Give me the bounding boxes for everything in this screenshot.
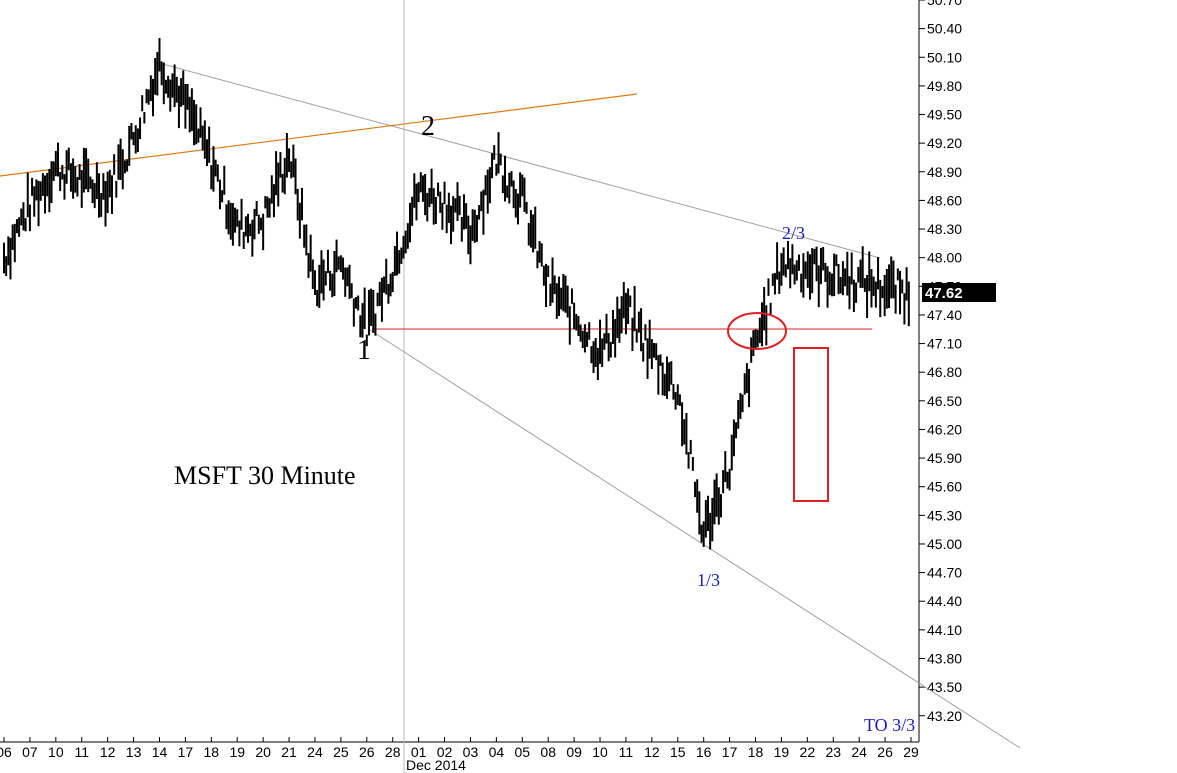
y-tick-label: 48.60 — [927, 192, 962, 208]
y-tick-label: 45.90 — [927, 450, 962, 466]
x-tick-label: 16 — [696, 744, 712, 760]
y-tick-label: 44.40 — [927, 593, 962, 609]
x-tick-label: 02 — [437, 744, 453, 760]
x-tick-label: 14 — [152, 744, 168, 760]
label-to-3-3: TO 3/3 — [864, 715, 915, 735]
y-tick-label: 46.50 — [927, 393, 962, 409]
x-tick-label: 11 — [619, 744, 634, 760]
y-tick-label: 50.10 — [927, 49, 962, 65]
label-wave-2: 2 — [421, 111, 435, 142]
upper-trendline — [154, 61, 881, 259]
x-tick-label: 12 — [644, 744, 660, 760]
x-tick-label: 24 — [307, 744, 323, 760]
last-price-label: 47.62 — [925, 285, 963, 302]
label-2-3: 2/3 — [782, 223, 805, 243]
y-tick-label: 47.10 — [927, 336, 962, 352]
x-tick-label: 01 — [411, 744, 427, 760]
x-tick-label: 26 — [877, 744, 893, 760]
x-tick-label: 08 — [540, 744, 556, 760]
x-tick-label: 26 — [359, 744, 375, 760]
y-tick-label: 48.90 — [927, 164, 962, 180]
y-tick-label: 45.30 — [927, 507, 962, 523]
x-tick-label: 17 — [178, 744, 194, 760]
x-tick-label: 05 — [514, 744, 530, 760]
y-tick-label: 47.40 — [927, 307, 962, 323]
x-tick-label: 15 — [670, 744, 686, 760]
x-tick-label: 18 — [748, 744, 764, 760]
x-tick-label: 13 — [126, 744, 142, 760]
x-tick-label: 17 — [722, 744, 738, 760]
x-tick-label: 23 — [825, 744, 841, 760]
label-wave-1: 1 — [357, 335, 371, 366]
y-tick-label: 50.70 — [927, 0, 962, 8]
x-tick-label: 19 — [229, 744, 245, 760]
x-tick-label: 29 — [903, 744, 919, 760]
x-tick-label: 19 — [774, 744, 790, 760]
x-tick-label: 21 — [281, 744, 297, 760]
y-tick-label: 48.30 — [927, 221, 962, 237]
month-label: Dec 2014 — [406, 757, 466, 773]
x-tick-label: 25 — [333, 744, 349, 760]
x-tick-label: 09 — [566, 744, 582, 760]
y-ticks: 50.70 50.40 50.10 49.80 49.50 49.20 48.90 48.60… — [919, 0, 962, 724]
red-circle-annotation — [727, 312, 787, 350]
y-tick-label: 46.80 — [927, 364, 962, 380]
x-tick-label: 06 — [0, 744, 12, 760]
y-tick-label: 49.20 — [927, 135, 962, 151]
x-tick-label: 04 — [489, 744, 505, 760]
x-tick-label: 24 — [851, 744, 867, 760]
chart-title: MSFT 30 Minute — [174, 461, 356, 490]
y-tick-label: 49.50 — [927, 107, 962, 123]
y-tick-label: 45.60 — [927, 479, 962, 495]
y-tick-label: 46.20 — [927, 421, 962, 437]
price-bars — [3, 38, 910, 550]
x-tick-label: 18 — [204, 744, 220, 760]
lower-trendline — [369, 329, 1021, 749]
y-tick-label: 43.50 — [927, 679, 962, 695]
y-tick-label: 45.00 — [927, 536, 962, 552]
y-tick-label: 49.80 — [927, 78, 962, 94]
x-tick-label: 20 — [255, 744, 271, 760]
x-tick-label: 11 — [74, 744, 89, 760]
x-ticks: 06 07 10 11 12 13 14 17 18 19 20 21 24 25 26 28 01 02 03 04… — [0, 737, 919, 760]
y-tick-label: 48.00 — [927, 250, 962, 266]
last-price-box — [922, 283, 996, 302]
x-tick-label: 10 — [592, 744, 608, 760]
x-tick-label: 22 — [800, 744, 816, 760]
target-zone-box — [793, 347, 829, 502]
y-tick-label: 44.70 — [927, 565, 962, 581]
x-tick-label: 07 — [22, 744, 38, 760]
x-tick-label: 03 — [463, 744, 479, 760]
x-tick-label: 28 — [385, 744, 401, 760]
y-tick-label: 43.20 — [927, 708, 962, 724]
y-tick-label: 50.40 — [927, 21, 962, 37]
x-tick-label: 12 — [100, 744, 116, 760]
orange-trendline — [0, 93, 638, 177]
x-tick-label: 10 — [48, 744, 64, 760]
label-1-3: 1/3 — [697, 570, 720, 590]
y-tick-label: 44.10 — [927, 622, 962, 638]
y-tick-label: 43.80 — [927, 650, 962, 666]
